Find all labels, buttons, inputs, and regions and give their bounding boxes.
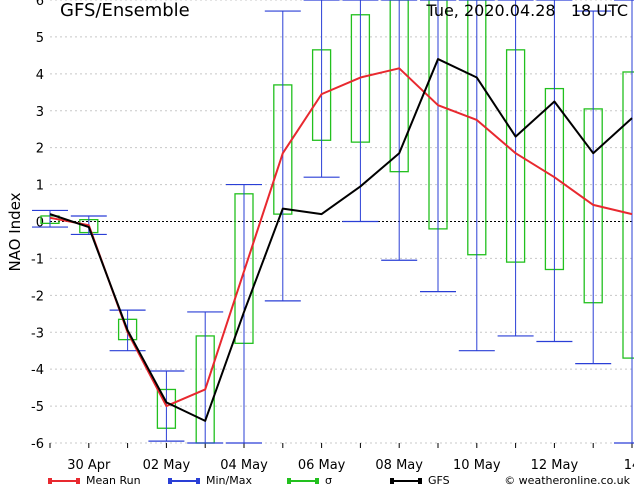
y-tick-label: 4 (36, 68, 44, 83)
x-axis: 30 Apr 02 May 04 May 06 May 08 May 10 May 12 M… (49, 443, 634, 473)
y-tick-label: -4 (31, 363, 44, 378)
y-tick-label: -6 (31, 437, 44, 452)
legend-swatch-mean-run (48, 477, 80, 484)
legend-item-minmax: Min/Max (168, 474, 252, 487)
y-tick-label: 5 (36, 31, 44, 46)
minmax-whiskers (32, 0, 634, 444)
grid (50, 0, 632, 444)
legend-swatch-gfs (390, 477, 422, 484)
legend-label: GFS (428, 474, 450, 487)
mean-run-line (49, 67, 633, 408)
y-tick-label: 2 (36, 142, 44, 157)
y-tick-label: 1 (36, 179, 44, 194)
series-lines (49, 58, 633, 422)
y-tick-label: 3 (36, 105, 44, 120)
x-tick-label: 06 May (298, 458, 346, 473)
x-tick-label: 14 (624, 458, 634, 473)
x-tick-label: 10 May (453, 458, 501, 473)
credit: © weatheronline.co.uk (504, 474, 630, 487)
y-tick-label: -5 (31, 400, 44, 415)
legend-item-sigma: σ (287, 474, 332, 487)
x-tick-label: 08 May (375, 458, 423, 473)
y-tick-label: 6 (36, 0, 44, 9)
x-tick-label: 12 May (531, 458, 579, 473)
plot-area (50, 0, 632, 443)
y-tick-label: -2 (31, 289, 44, 304)
legend-label: Min/Max (206, 474, 252, 487)
legend-label: Mean Run (86, 474, 141, 487)
y-tick-label: 0 (36, 216, 44, 231)
y-tick-label: -3 (31, 326, 44, 341)
y-axis-label: NAO Index (6, 192, 24, 271)
run-info: Tue, 2020.04.28 18 UTC (425, 1, 628, 20)
x-tick-label: 30 Apr (67, 458, 111, 473)
y-axis: 6 5 4 3 2 1 0 -1 -2 -3 -4 -5 -6 (31, 0, 44, 452)
y-tick-label: -1 (31, 252, 44, 267)
x-tick-label: 02 May (143, 458, 191, 473)
legend-swatch-sigma (287, 477, 319, 484)
gfs-line (49, 58, 633, 422)
legend-label: σ (325, 474, 332, 487)
legend-item-mean-run: Mean Run (48, 474, 141, 487)
chart-title: GFS/Ensemble (60, 0, 190, 21)
legend-item-gfs: GFS (390, 474, 450, 487)
legend-swatch-minmax (168, 477, 200, 484)
legend: Mean Run Min/Max σ GFS © weatheronline.c… (0, 474, 634, 490)
x-tick-label: 04 May (220, 458, 268, 473)
